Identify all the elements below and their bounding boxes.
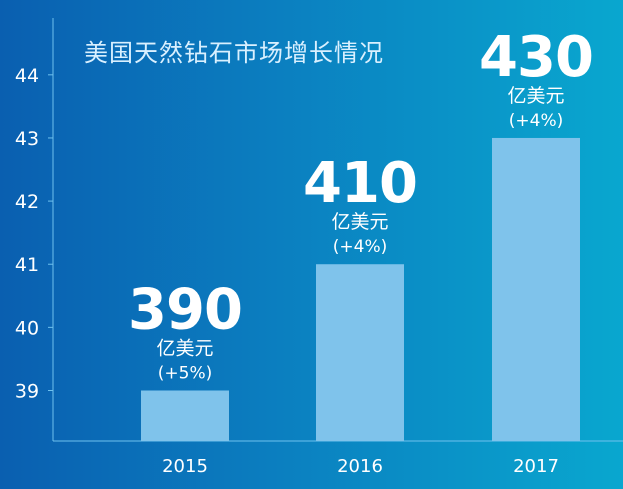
y-tick-label: 44 [15, 65, 39, 87]
x-tick-label: 2015 [162, 456, 208, 477]
chart-title: 美国天然钻石市场增长情况 [84, 39, 384, 67]
data-label-value: 430 [479, 25, 593, 90]
y-tick-label: 40 [15, 317, 39, 339]
y-tick-label: 41 [15, 254, 39, 276]
data-label-growth: (+4%) [509, 111, 563, 131]
data-label-unit: 亿美元 [507, 85, 564, 107]
bar-2017 [492, 137, 580, 441]
bar-2015 [141, 390, 229, 441]
data-label-growth: (+4%) [333, 237, 387, 257]
y-tick-label: 39 [15, 380, 39, 402]
bar-2016 [316, 264, 404, 441]
data-label-value: 410 [303, 151, 417, 216]
x-tick-label: 2016 [337, 456, 383, 477]
data-label-growth: (+5%) [158, 363, 212, 383]
y-tick-label: 43 [15, 128, 39, 150]
data-label-unit: 亿美元 [156, 337, 213, 359]
data-label-unit: 亿美元 [331, 211, 388, 233]
data-label-value: 390 [128, 277, 242, 342]
x-tick-label: 2017 [513, 456, 559, 477]
y-tick-label: 42 [15, 191, 39, 213]
